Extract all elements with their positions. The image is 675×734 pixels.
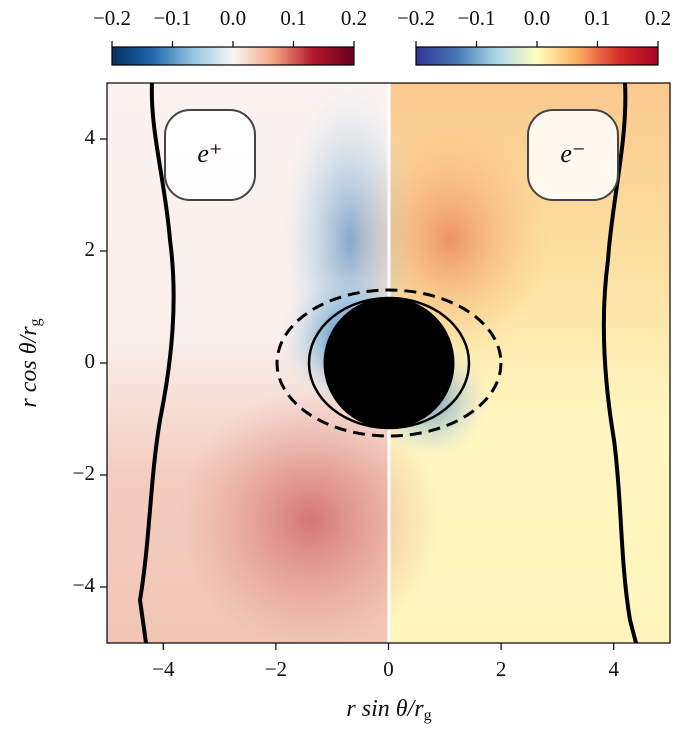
colorbar-tick-label: −0.1 <box>153 6 191 30</box>
y-tick-label: 0 <box>85 349 96 373</box>
x-tick-label: 2 <box>496 657 507 681</box>
x-axis-label-sub: g <box>424 707 432 724</box>
boundary-curve <box>137 82 176 644</box>
colorbar-tick-label: 0.1 <box>280 6 306 30</box>
horizon <box>323 297 455 429</box>
y-axis-label-main: r cos θ/r <box>16 326 42 408</box>
x-axis-label: r sin θ/rg <box>346 696 431 724</box>
colorbar-tick-label: −0.2 <box>397 6 435 30</box>
overlay <box>137 82 638 644</box>
label-box <box>527 109 619 201</box>
colorbar-tick-label: 0.2 <box>341 6 367 30</box>
x-tick-label: −4 <box>152 657 175 681</box>
y-tick-label: 2 <box>85 237 96 261</box>
panel-label: e⁻ <box>560 139 585 168</box>
colorbar-tick-label: 0.0 <box>524 6 550 30</box>
colorbar-tick-label: −0.2 <box>93 6 131 30</box>
x-tick-label: 0 <box>383 657 394 681</box>
field-image <box>107 83 670 643</box>
colorbar-tick-label: 0.0 <box>220 6 246 30</box>
y-axis-label-sub: g <box>27 318 44 326</box>
label-box <box>164 109 256 201</box>
colorbar <box>111 46 355 66</box>
colorbar <box>415 46 659 66</box>
colorbar-tick-label: 0.2 <box>645 6 671 30</box>
colorbar-tick-label: 0.1 <box>584 6 610 30</box>
y-tick-label: 4 <box>85 125 96 149</box>
x-tick-label: −2 <box>265 657 287 681</box>
y-tick-label: −4 <box>73 573 96 597</box>
y-axis-label: r cos θ/rg <box>16 318 44 407</box>
colorbar-tick-label: −0.1 <box>457 6 495 30</box>
x-tick-label: 4 <box>608 657 619 681</box>
x-axis-label-main: r sin θ/r <box>346 696 424 722</box>
panel-label: e⁺ <box>197 139 222 168</box>
dashed-surface <box>275 288 503 438</box>
y-tick-label: −2 <box>73 461 95 485</box>
